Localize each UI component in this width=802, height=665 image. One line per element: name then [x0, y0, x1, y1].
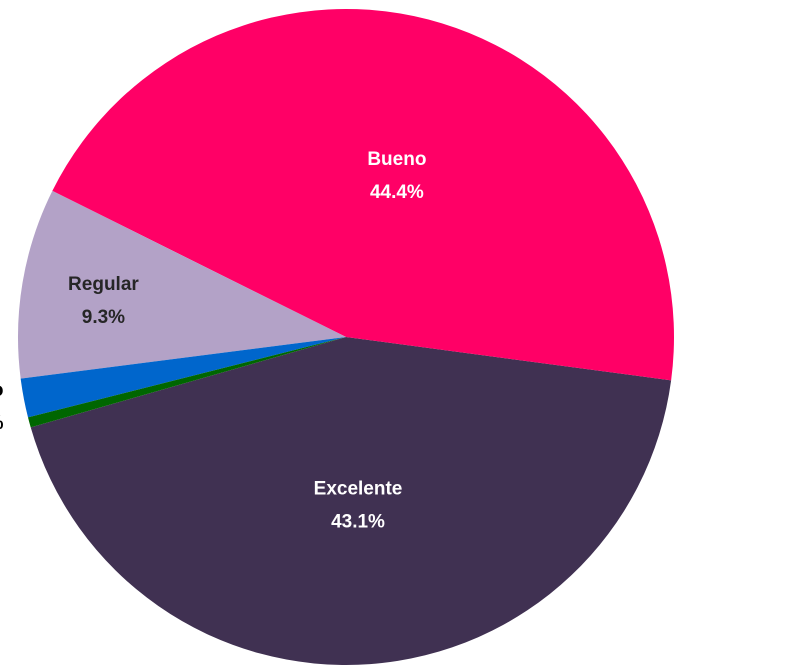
slice-label-malo: Malo: [0, 380, 3, 401]
slice-value-label-regular: 9.3%: [82, 307, 125, 328]
labels-layer: Excelente 43.1% Bueno 44.4% Regular 9.3% Malo 1…: [0, 149, 426, 533]
pie-slice-bueno: [52, 8, 675, 381]
slice-label-regular: Regular: [68, 274, 139, 295]
slice-label-excelente: Excelente: [314, 479, 403, 500]
slices-layer: [18, 8, 675, 665]
pie-slice-regular: [18, 190, 346, 379]
slice-value-label-malo: 1.9%: [0, 413, 4, 434]
pie-slice-excelente: [30, 337, 672, 665]
pie-slice-malo: [20, 337, 347, 418]
slice-value-label-bueno: 44.4%: [370, 182, 424, 203]
pie-slice-pesimo: [28, 337, 346, 428]
slice-value-label-excelente: 43.1%: [331, 512, 385, 533]
slice-label-bueno: Bueno: [367, 149, 426, 170]
